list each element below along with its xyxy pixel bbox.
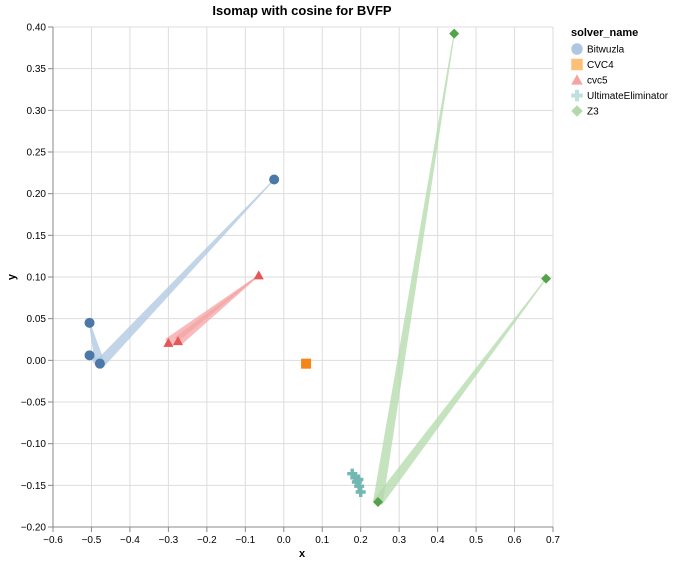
x-tick-label: 0.6 bbox=[508, 535, 522, 546]
data-point bbox=[353, 474, 364, 485]
chart-title: Isomap with cosine for BVFP bbox=[212, 3, 391, 18]
data-points bbox=[84, 28, 552, 507]
legend-label: Z3 bbox=[587, 107, 599, 118]
data-point bbox=[173, 336, 183, 346]
legend-title: solver_name bbox=[571, 27, 638, 39]
y-tick-label: 0.20 bbox=[27, 189, 47, 200]
connection-lines bbox=[88, 33, 547, 506]
y-tick-label: 0.00 bbox=[27, 356, 47, 367]
x-tick-label: −0.1 bbox=[235, 535, 255, 546]
x-tick-label: −0.4 bbox=[120, 535, 140, 546]
y-tick-label: 0.05 bbox=[27, 314, 47, 325]
x-tick-label: 0.2 bbox=[354, 535, 368, 546]
data-point bbox=[301, 358, 312, 369]
connection-band bbox=[373, 33, 455, 503]
x-tick-label: −0.6 bbox=[43, 535, 63, 546]
y-tick-label: 0.10 bbox=[27, 273, 47, 284]
x-tick-label: 0.4 bbox=[431, 535, 445, 546]
x-tick-label: 0.7 bbox=[546, 535, 560, 546]
x-tick-label: 0.0 bbox=[277, 535, 291, 546]
data-point bbox=[449, 28, 460, 39]
x-tick-label: −0.5 bbox=[82, 535, 102, 546]
y-tick-label: 0.35 bbox=[27, 64, 47, 75]
y-tick-label: −0.05 bbox=[21, 398, 47, 409]
legend-symbol bbox=[571, 89, 583, 102]
legend-label: Bitwuzla bbox=[587, 45, 625, 56]
data-point bbox=[541, 273, 552, 284]
y-tick-label: 0.25 bbox=[27, 148, 47, 159]
data-point bbox=[354, 481, 365, 492]
y-tick-label: −0.15 bbox=[21, 481, 47, 492]
x-tick-label: 0.5 bbox=[469, 535, 483, 546]
legend: solver_name Bitwuzla CVC4 cvc5 UltimateElim… bbox=[571, 27, 669, 118]
axes: −0.6 −0.5 −0.4 −0.3 −0.2 −0.1 0.0 0.1 0.2 0.3 0.4 0… bbox=[21, 23, 561, 547]
data-point bbox=[94, 358, 105, 369]
y-tick-label: 0.30 bbox=[27, 106, 47, 117]
y-tick-label: 0.15 bbox=[27, 231, 47, 242]
legend-symbol bbox=[571, 58, 583, 71]
data-point bbox=[84, 317, 95, 328]
x-tick-label: 0.3 bbox=[392, 535, 406, 546]
legend-label: cvc5 bbox=[587, 76, 608, 87]
x-tick-label: 0.1 bbox=[315, 535, 329, 546]
data-point bbox=[269, 174, 280, 185]
y-tick-label: −0.20 bbox=[21, 523, 47, 534]
data-point bbox=[373, 497, 383, 507]
y-tick-label: −0.10 bbox=[21, 439, 47, 450]
connection-band bbox=[374, 278, 547, 506]
data-point bbox=[347, 468, 358, 479]
x-axis-title: x bbox=[299, 548, 306, 560]
data-point bbox=[84, 350, 95, 361]
x-tick-label: −0.2 bbox=[197, 535, 217, 546]
connection-band bbox=[96, 179, 275, 368]
legend-label: CVC4 bbox=[587, 60, 614, 71]
y-axis-title: y bbox=[6, 273, 18, 280]
legend-symbol bbox=[571, 43, 583, 55]
x-tick-label: −0.3 bbox=[159, 535, 179, 546]
legend-symbol bbox=[571, 105, 583, 117]
legend-label: UltimateEliminator bbox=[587, 91, 669, 102]
connection-band bbox=[88, 322, 105, 365]
data-point bbox=[163, 337, 174, 347]
grid bbox=[52, 26, 554, 528]
connection-band bbox=[174, 274, 260, 346]
data-point bbox=[253, 270, 264, 280]
data-point bbox=[355, 487, 366, 497]
y-tick-label: 0.40 bbox=[27, 23, 47, 34]
legend-symbol bbox=[571, 74, 583, 85]
